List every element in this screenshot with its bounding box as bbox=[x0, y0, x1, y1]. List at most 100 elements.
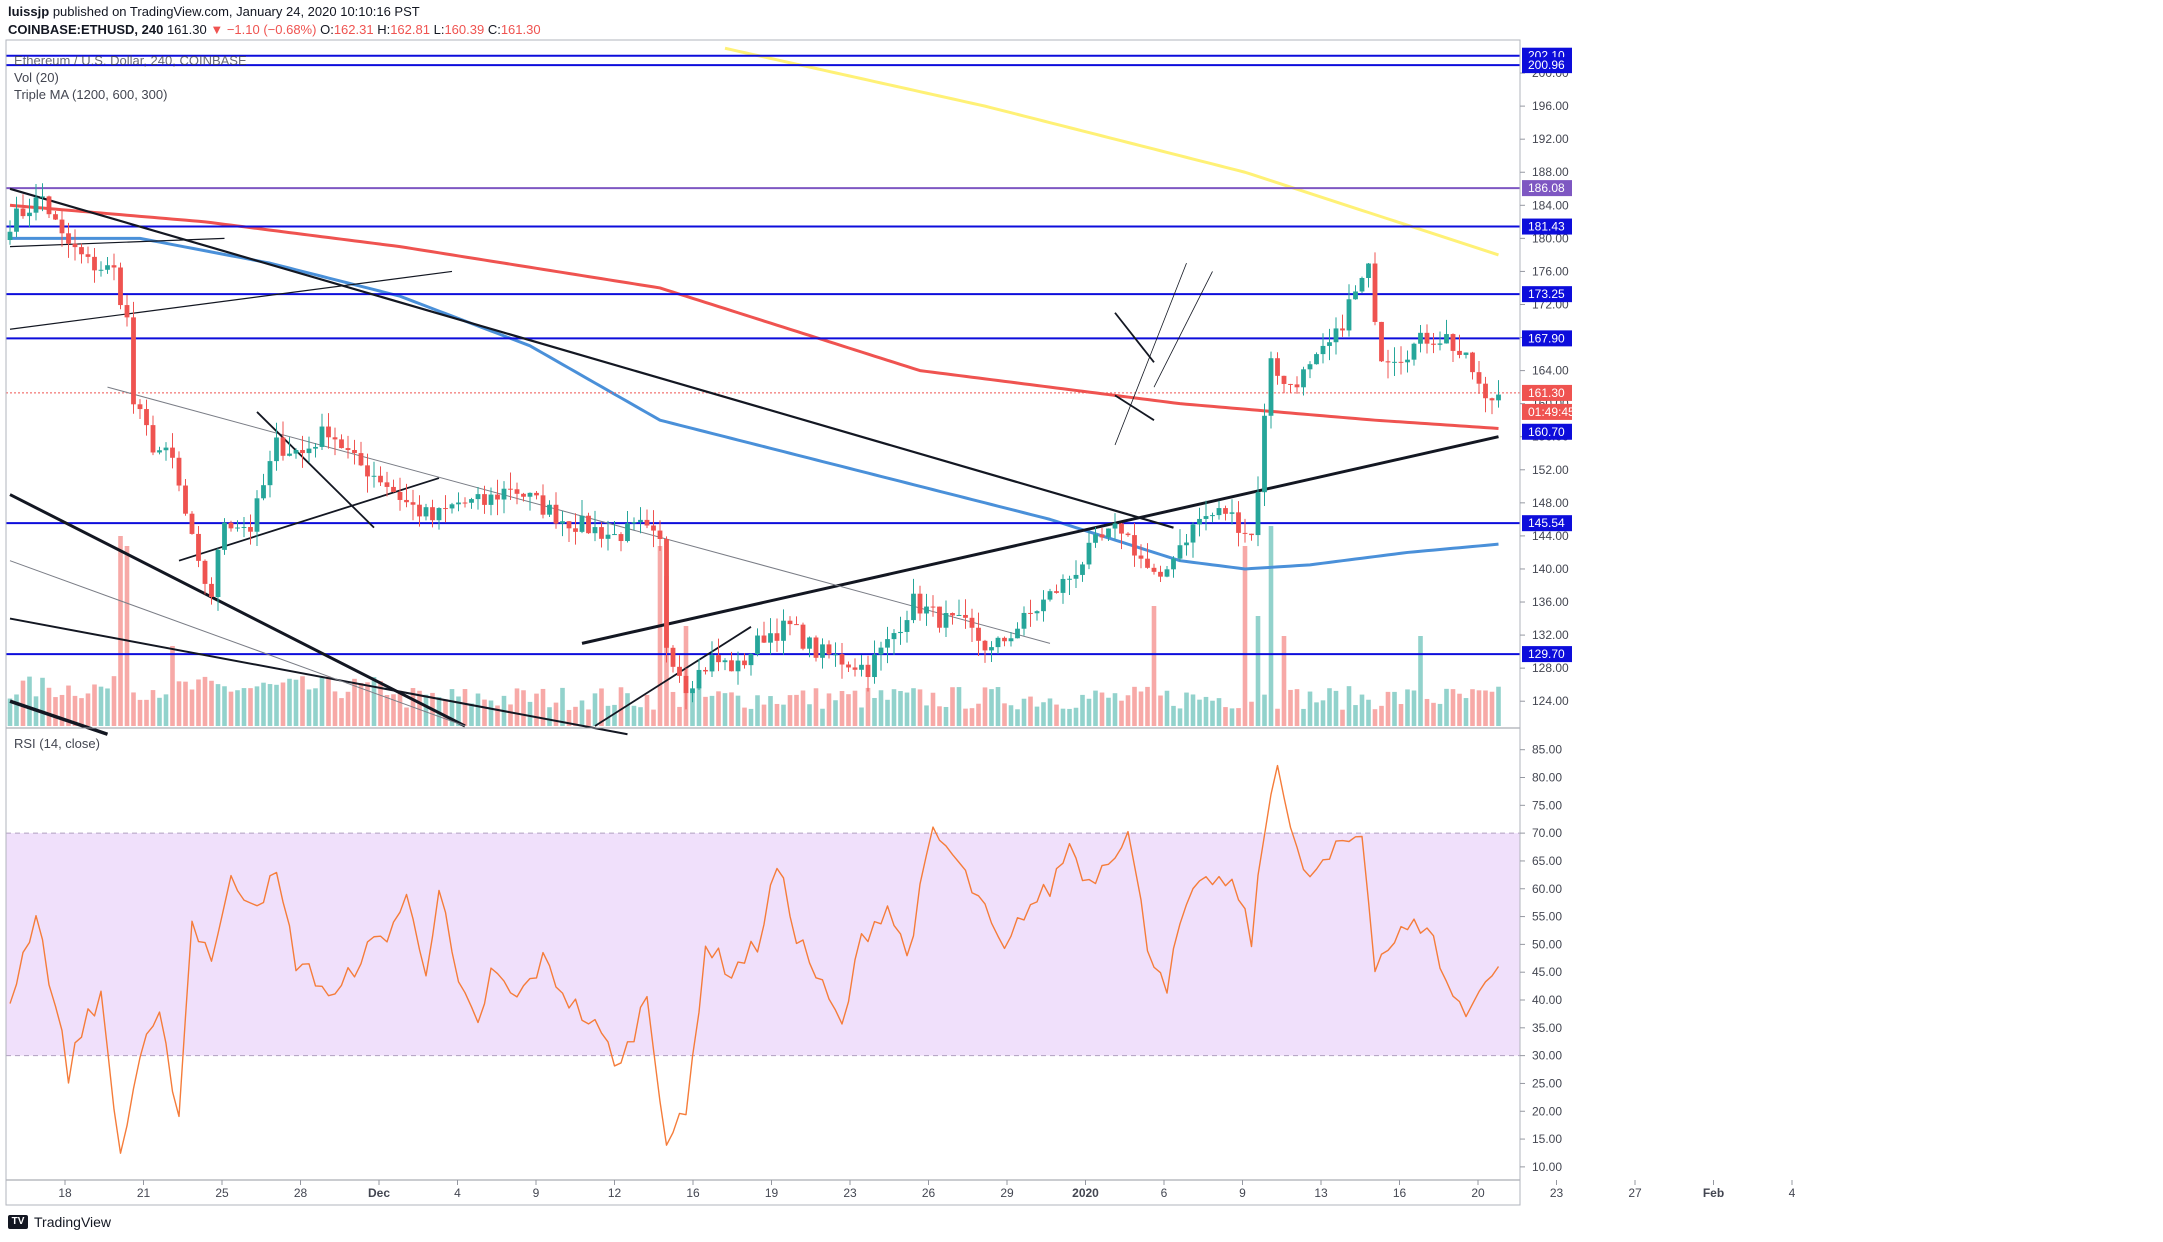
volume-bar bbox=[488, 700, 494, 726]
candle-body bbox=[1405, 359, 1410, 363]
candle-body bbox=[1437, 343, 1443, 345]
candle-body bbox=[1275, 358, 1280, 376]
price-tick-label: 148.00 bbox=[1532, 496, 1569, 510]
volume-bar bbox=[1236, 708, 1241, 726]
price-tag-box bbox=[1522, 646, 1572, 663]
volume-bar bbox=[924, 705, 929, 726]
time-tick-label: 25 bbox=[215, 1186, 229, 1200]
volume-bar bbox=[1190, 694, 1196, 726]
volume-bar bbox=[1002, 703, 1007, 726]
volume-bar bbox=[1210, 700, 1215, 726]
price-tag-label: 161.30 bbox=[1528, 386, 1565, 400]
price-tag-label: 200.96 bbox=[1528, 58, 1565, 72]
volume-bar bbox=[846, 694, 851, 726]
volume-bar bbox=[72, 695, 78, 726]
volume-bar bbox=[950, 687, 955, 726]
chart-area[interactable]: 124.00 128.00 132.00 136.00 140.00 144.00 148.… bbox=[0, 38, 2163, 1210]
volume-bar bbox=[443, 699, 448, 726]
trend-line bbox=[9, 617, 628, 736]
volume-bar bbox=[1054, 704, 1059, 726]
candle-body bbox=[131, 317, 136, 405]
candle-body bbox=[813, 637, 819, 658]
volume-bar bbox=[358, 682, 364, 726]
volume-bar bbox=[404, 707, 409, 726]
volume-bar bbox=[852, 690, 858, 726]
volume-bar bbox=[131, 692, 136, 726]
axes: 124.00 128.00 132.00 136.00 140.00 144.00 148.… bbox=[5, 39, 1796, 1206]
volume-bar bbox=[787, 695, 793, 726]
ma-line bbox=[9, 203, 1499, 430]
candle-body bbox=[911, 593, 916, 621]
price-tick-label: 132.00 bbox=[1532, 628, 1569, 642]
volume-bar bbox=[306, 689, 312, 726]
candle-body bbox=[163, 447, 169, 451]
volume-bar bbox=[222, 686, 227, 726]
volume-bar bbox=[352, 678, 357, 726]
volume-bar bbox=[1145, 686, 1150, 726]
volume-bar bbox=[1489, 691, 1495, 726]
candle-body bbox=[358, 453, 364, 466]
volume-bar bbox=[670, 691, 676, 726]
candle-body bbox=[404, 499, 409, 503]
candle-body bbox=[7, 231, 13, 241]
rsi-tick-label: 75.00 bbox=[1532, 798, 1562, 812]
trend-line bbox=[107, 386, 1051, 644]
candle-body bbox=[202, 560, 208, 584]
candle-body bbox=[774, 633, 780, 641]
volume-bar bbox=[1177, 708, 1183, 726]
candle-body bbox=[943, 613, 949, 628]
close-label: C: bbox=[487, 22, 501, 37]
candle-body bbox=[865, 664, 871, 678]
time-tick-label: 26 bbox=[922, 1186, 936, 1200]
time-tick-label: 4 bbox=[454, 1186, 461, 1200]
candle-body bbox=[625, 523, 630, 542]
candle-body bbox=[66, 233, 71, 244]
volume-bar bbox=[729, 692, 734, 726]
volume-bar bbox=[1483, 690, 1488, 726]
volume-bar bbox=[163, 694, 169, 726]
volume-bar bbox=[1028, 696, 1033, 726]
candle-body bbox=[1125, 533, 1131, 536]
candle-body bbox=[228, 522, 234, 529]
candle-body bbox=[1268, 358, 1274, 416]
time-tick-label: 28 bbox=[294, 1186, 308, 1200]
candle-body bbox=[1353, 291, 1358, 300]
volume-bar bbox=[1327, 688, 1332, 726]
price-tag-label: 173.25 bbox=[1528, 287, 1565, 301]
volume-bar bbox=[235, 690, 240, 726]
volume-bar bbox=[1307, 691, 1313, 726]
volume-bar bbox=[254, 686, 260, 726]
candle-body bbox=[748, 654, 754, 666]
candle-body bbox=[599, 527, 604, 539]
volume-bar bbox=[449, 689, 455, 726]
trend-line bbox=[9, 699, 109, 736]
candle-body bbox=[859, 664, 864, 670]
time-tick-label: 12 bbox=[608, 1186, 622, 1200]
last-price: 161.30 bbox=[166, 22, 207, 37]
candle-body bbox=[157, 450, 162, 453]
time-tick-label: 23 bbox=[843, 1186, 857, 1200]
trend-line bbox=[1114, 394, 1155, 421]
volume-bar bbox=[274, 684, 279, 726]
candle-body bbox=[196, 533, 201, 561]
volume-bar bbox=[1242, 546, 1248, 726]
candle-body bbox=[1411, 343, 1417, 360]
price-tag-box bbox=[1522, 384, 1572, 401]
trend-line bbox=[1114, 312, 1155, 363]
volume-bar bbox=[1437, 703, 1443, 726]
candle-body bbox=[261, 485, 266, 499]
candle-body bbox=[176, 457, 182, 486]
candle-body bbox=[449, 504, 455, 509]
candle-body bbox=[436, 508, 442, 521]
candle-body bbox=[573, 528, 578, 532]
publisher-name[interactable]: luissjp bbox=[8, 4, 50, 19]
candle-body bbox=[319, 426, 325, 447]
volume-bar bbox=[1093, 690, 1098, 726]
candle-body bbox=[98, 269, 104, 271]
time-tick-label: 4 bbox=[1789, 1186, 1796, 1200]
volume-bar bbox=[1320, 700, 1326, 726]
candle-body bbox=[989, 647, 994, 651]
volume-bar bbox=[625, 693, 630, 726]
time-tick-label: 29 bbox=[1000, 1186, 1014, 1200]
price-tick-label: 180.00 bbox=[1532, 231, 1569, 245]
